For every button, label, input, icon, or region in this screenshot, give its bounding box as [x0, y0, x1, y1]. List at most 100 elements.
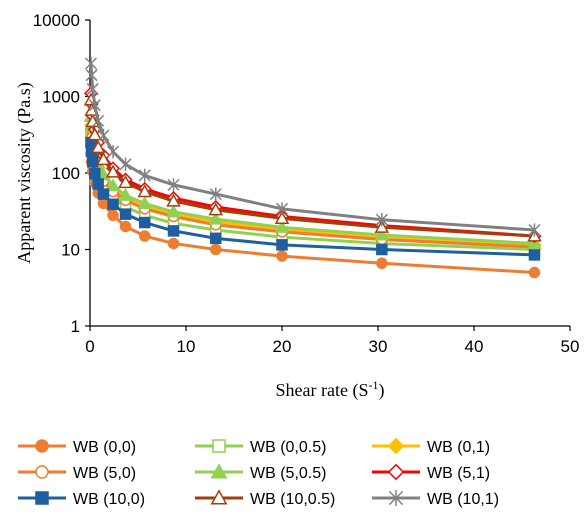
data-point: [208, 202, 224, 216]
x-tick-label: 40: [465, 337, 484, 356]
data-point: [97, 128, 110, 143]
legend-item: WB (10,0): [18, 491, 145, 508]
data-point: [208, 211, 224, 225]
legend-marker: [387, 463, 405, 481]
legend-marker: [387, 437, 405, 455]
data-point: [118, 175, 133, 189]
x-tick-label: 10: [177, 337, 196, 356]
data-point: [209, 187, 222, 201]
legend-label: WB (0,1): [427, 439, 490, 456]
data-point: [86, 82, 99, 96]
legend-label: WB (10,0.5): [250, 491, 335, 508]
legend-item: WB (10,0.5): [195, 489, 335, 508]
axes: [89, 20, 570, 327]
x-tick-label: 20: [273, 337, 292, 356]
legend-item: WB (0,0): [18, 439, 136, 456]
data-point: [166, 204, 181, 218]
legend-label: WB (5,1): [427, 465, 490, 482]
data-point: [97, 188, 110, 200]
series-line: [89, 63, 535, 232]
x-tick-label: 0: [85, 337, 94, 356]
data-point: [92, 114, 105, 128]
legend-marker: [35, 439, 49, 453]
y-tick-label: 10: [61, 241, 80, 260]
data-point: [96, 151, 111, 166]
data-point: [528, 223, 541, 237]
legend-marker: [210, 489, 228, 505]
ticks: 0 10 20 30 40 50 1 10 100 1000 10000: [33, 11, 580, 356]
data-point: [167, 225, 180, 237]
legend-marker: [388, 490, 404, 506]
data-point: [105, 164, 121, 178]
legend-item: WB (0,0.5): [195, 439, 326, 456]
y-tick-label: 1000: [42, 88, 80, 107]
data-point: [86, 156, 99, 168]
series-layer: [83, 56, 542, 279]
legend-label: WB (0,0.5): [250, 439, 326, 456]
data-point: [119, 208, 132, 220]
data-point: [166, 193, 181, 207]
x-tick-label: 50: [561, 337, 580, 356]
data-point: [138, 168, 151, 183]
legend-label: WB (10,1): [427, 491, 499, 508]
legend-label: WB (10,0): [73, 491, 145, 508]
data-point: [274, 219, 290, 233]
legend-label: WB (0,0): [73, 439, 136, 456]
data-point: [119, 220, 132, 233]
data-point: [84, 56, 97, 71]
data-point: [85, 68, 98, 82]
data-point: [210, 243, 222, 256]
legend-item: WB (0,1): [372, 437, 490, 456]
y-tick-label: 100: [52, 164, 80, 183]
data-point: [528, 266, 541, 279]
legend-marker: [35, 491, 49, 505]
data-point: [107, 198, 119, 211]
data-point: [528, 249, 541, 261]
series-8: [83, 92, 542, 242]
legend-item: WB (5,0.5): [195, 463, 326, 482]
y-tick-label: 1: [71, 317, 80, 336]
series-line: [89, 93, 535, 238]
data-point: [89, 167, 101, 180]
data-point: [276, 239, 288, 251]
data-point: [375, 213, 388, 227]
data-point: [92, 178, 104, 190]
data-point: [210, 232, 222, 245]
legend-marker: [35, 465, 49, 479]
data-point: [274, 210, 290, 224]
data-point: [167, 237, 180, 250]
legend-label: WB (5,0.5): [250, 465, 326, 482]
data-point: [90, 140, 106, 154]
data-point: [138, 230, 151, 242]
series-9: [84, 56, 541, 237]
data-point: [374, 227, 390, 241]
x-tick-label: 30: [369, 337, 388, 356]
data-point: [105, 178, 121, 192]
data-point: [87, 127, 103, 141]
legend-item: WB (10,1): [372, 490, 499, 508]
data-point: [138, 216, 151, 229]
legend-item: WB (5,0): [18, 465, 136, 482]
legend: WB (0,0) WB (0,0.5) WB (0,1) WB (5,0) WB (5,…: [18, 437, 499, 508]
y-tick-label: 10000: [33, 11, 80, 30]
legend-marker: [212, 439, 226, 453]
series-line: [89, 99, 535, 238]
data-point: [107, 145, 120, 159]
data-point: [88, 98, 101, 112]
x-axis-title: Shear rate (S-1): [276, 378, 385, 401]
legend-label: WB (5,0): [73, 465, 136, 482]
data-point: [167, 178, 180, 192]
data-point: [107, 209, 119, 222]
data-point: [376, 243, 388, 256]
data-point: [137, 195, 152, 209]
data-point: [275, 202, 289, 216]
legend-marker: [210, 463, 228, 479]
data-point: [276, 250, 288, 262]
data-point: [137, 184, 152, 198]
data-point: [119, 157, 132, 171]
data-point: [374, 219, 390, 233]
series-7: [85, 136, 541, 261]
y-axis-title: Apparent viscosity (Pa.s): [14, 82, 35, 263]
data-point: [118, 187, 133, 201]
